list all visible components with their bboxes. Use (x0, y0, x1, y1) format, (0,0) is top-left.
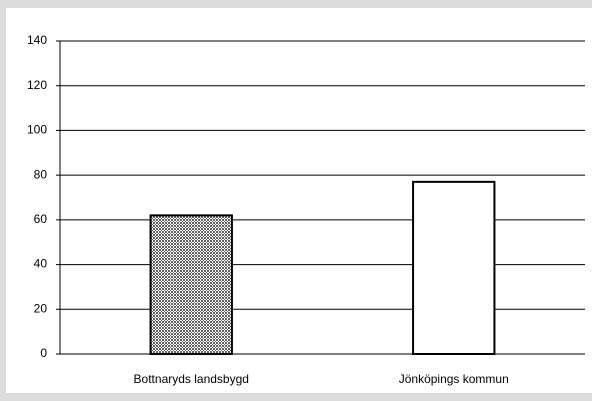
y-tick-label: 80 (34, 167, 48, 181)
y-tick-label: 20 (34, 301, 48, 315)
bar (412, 180, 496, 355)
y-tick-label: 40 (34, 257, 48, 271)
y-tick-label: 0 (40, 346, 47, 360)
y-tick-label: 100 (27, 123, 47, 137)
x-tick-label: Bottnaryds landsbygd (134, 372, 249, 386)
x-tick-label: Jönköpings kommun (399, 372, 509, 386)
y-tick-label: 120 (27, 78, 47, 92)
chart-area (6, 8, 592, 393)
y-tick-label: 140 (27, 33, 47, 47)
bar (149, 214, 233, 355)
y-tick-label: 60 (34, 212, 48, 226)
